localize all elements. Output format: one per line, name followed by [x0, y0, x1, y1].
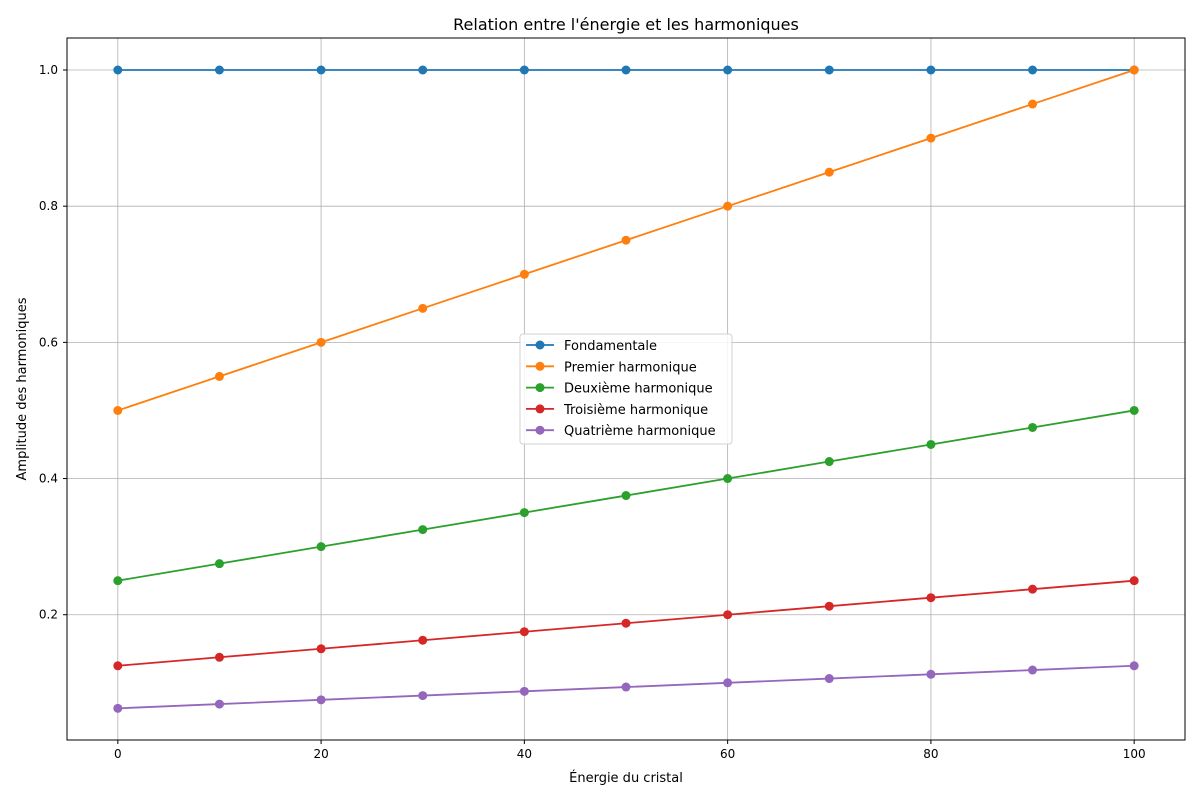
x-tick-label: 0 [114, 747, 122, 761]
data-point [214, 652, 224, 662]
data-point [621, 491, 631, 501]
legend-item: Quatrième harmonique [526, 424, 716, 439]
legend-item: Deuxième harmonique [526, 382, 713, 397]
data-point [214, 559, 224, 569]
data-point [824, 674, 834, 684]
y-tick-label: 0.6 [39, 335, 58, 349]
legend-box [519, 333, 733, 445]
data-point [723, 474, 733, 484]
y-tick-label: 0.8 [39, 199, 58, 213]
y-tick-label: 1.0 [39, 63, 58, 77]
data-point [316, 337, 326, 347]
legend-item: Premier harmonique [526, 360, 697, 375]
series-4 [113, 576, 1139, 671]
data-point [519, 686, 529, 696]
data-point [214, 699, 224, 709]
ticks: 0 20 40 60 80 100 0.2 0.4 0.6 0.8 1.0 [39, 63, 1146, 761]
x-tick-label: 40 [517, 747, 532, 761]
chart-title: Relation entre l'énergie et les harmoniq… [453, 15, 799, 34]
y-tick-label: 0.2 [39, 608, 58, 622]
data-point [519, 269, 529, 279]
data-point [824, 601, 834, 611]
data-point [621, 618, 631, 628]
series-2 [113, 65, 1139, 415]
legend-marker [535, 361, 545, 371]
data-point [418, 691, 428, 701]
data-point [824, 457, 834, 467]
plot-frame [66, 37, 1186, 741]
series-layer [113, 65, 1139, 713]
data-point [621, 235, 631, 245]
y-tick-label: 0.4 [39, 472, 58, 486]
series-3 [113, 405, 1139, 586]
legend: Fondamentale Premier harmonique Deuxième h… [519, 333, 733, 445]
data-point [1028, 99, 1038, 109]
data-point [723, 201, 733, 211]
x-tick-label: 80 [923, 747, 938, 761]
data-point [1129, 65, 1139, 75]
series-1 [113, 65, 1139, 75]
data-point [926, 669, 936, 679]
data-point [316, 65, 326, 75]
legend-marker [535, 425, 545, 435]
legend-marker [535, 340, 545, 350]
data-point [113, 405, 123, 415]
x-axis-label: Énergie du cristal [569, 770, 683, 786]
data-point [824, 65, 834, 75]
x-tick-label: 20 [313, 747, 328, 761]
data-point [316, 644, 326, 654]
y-axis-label: Amplitude des harmoniques [15, 297, 30, 480]
data-point [214, 65, 224, 75]
series-5 [113, 661, 1139, 713]
data-point [824, 167, 834, 177]
data-point [519, 508, 529, 518]
legend-label: Premier harmonique [564, 360, 697, 375]
legend-label: Troisième harmonique [563, 403, 708, 418]
data-point [1129, 405, 1139, 415]
data-point [926, 133, 936, 143]
legend-label: Quatrième harmonique [564, 424, 716, 439]
data-point [113, 661, 123, 671]
legend-marker [535, 404, 545, 414]
data-point [1028, 665, 1038, 675]
legend-label: Deuxième harmonique [564, 382, 713, 397]
data-point [926, 65, 936, 75]
data-point [519, 65, 529, 75]
data-point [316, 695, 326, 705]
legend-item: Fondamentale [526, 339, 657, 354]
legend-marker [535, 383, 545, 393]
x-tick-label: 60 [720, 747, 735, 761]
data-point [926, 439, 936, 449]
data-point [621, 65, 631, 75]
data-point [113, 703, 123, 713]
legend-item: Troisième harmonique [526, 403, 708, 418]
data-point [926, 593, 936, 603]
legend-label: Fondamentale [564, 339, 657, 354]
data-point [519, 627, 529, 637]
data-point [1028, 65, 1038, 75]
data-point [723, 65, 733, 75]
x-tick-label: 100 [1123, 747, 1146, 761]
data-point [723, 678, 733, 688]
data-point [723, 610, 733, 620]
data-point [1028, 584, 1038, 594]
data-point [418, 525, 428, 535]
data-point [1028, 422, 1038, 432]
data-point [418, 635, 428, 645]
data-point [418, 303, 428, 313]
data-point [113, 65, 123, 75]
data-point [1129, 576, 1139, 586]
data-point [1129, 661, 1139, 671]
data-point [418, 65, 428, 75]
data-point [214, 371, 224, 381]
data-point [621, 682, 631, 692]
data-point [316, 542, 326, 552]
data-point [113, 576, 123, 586]
